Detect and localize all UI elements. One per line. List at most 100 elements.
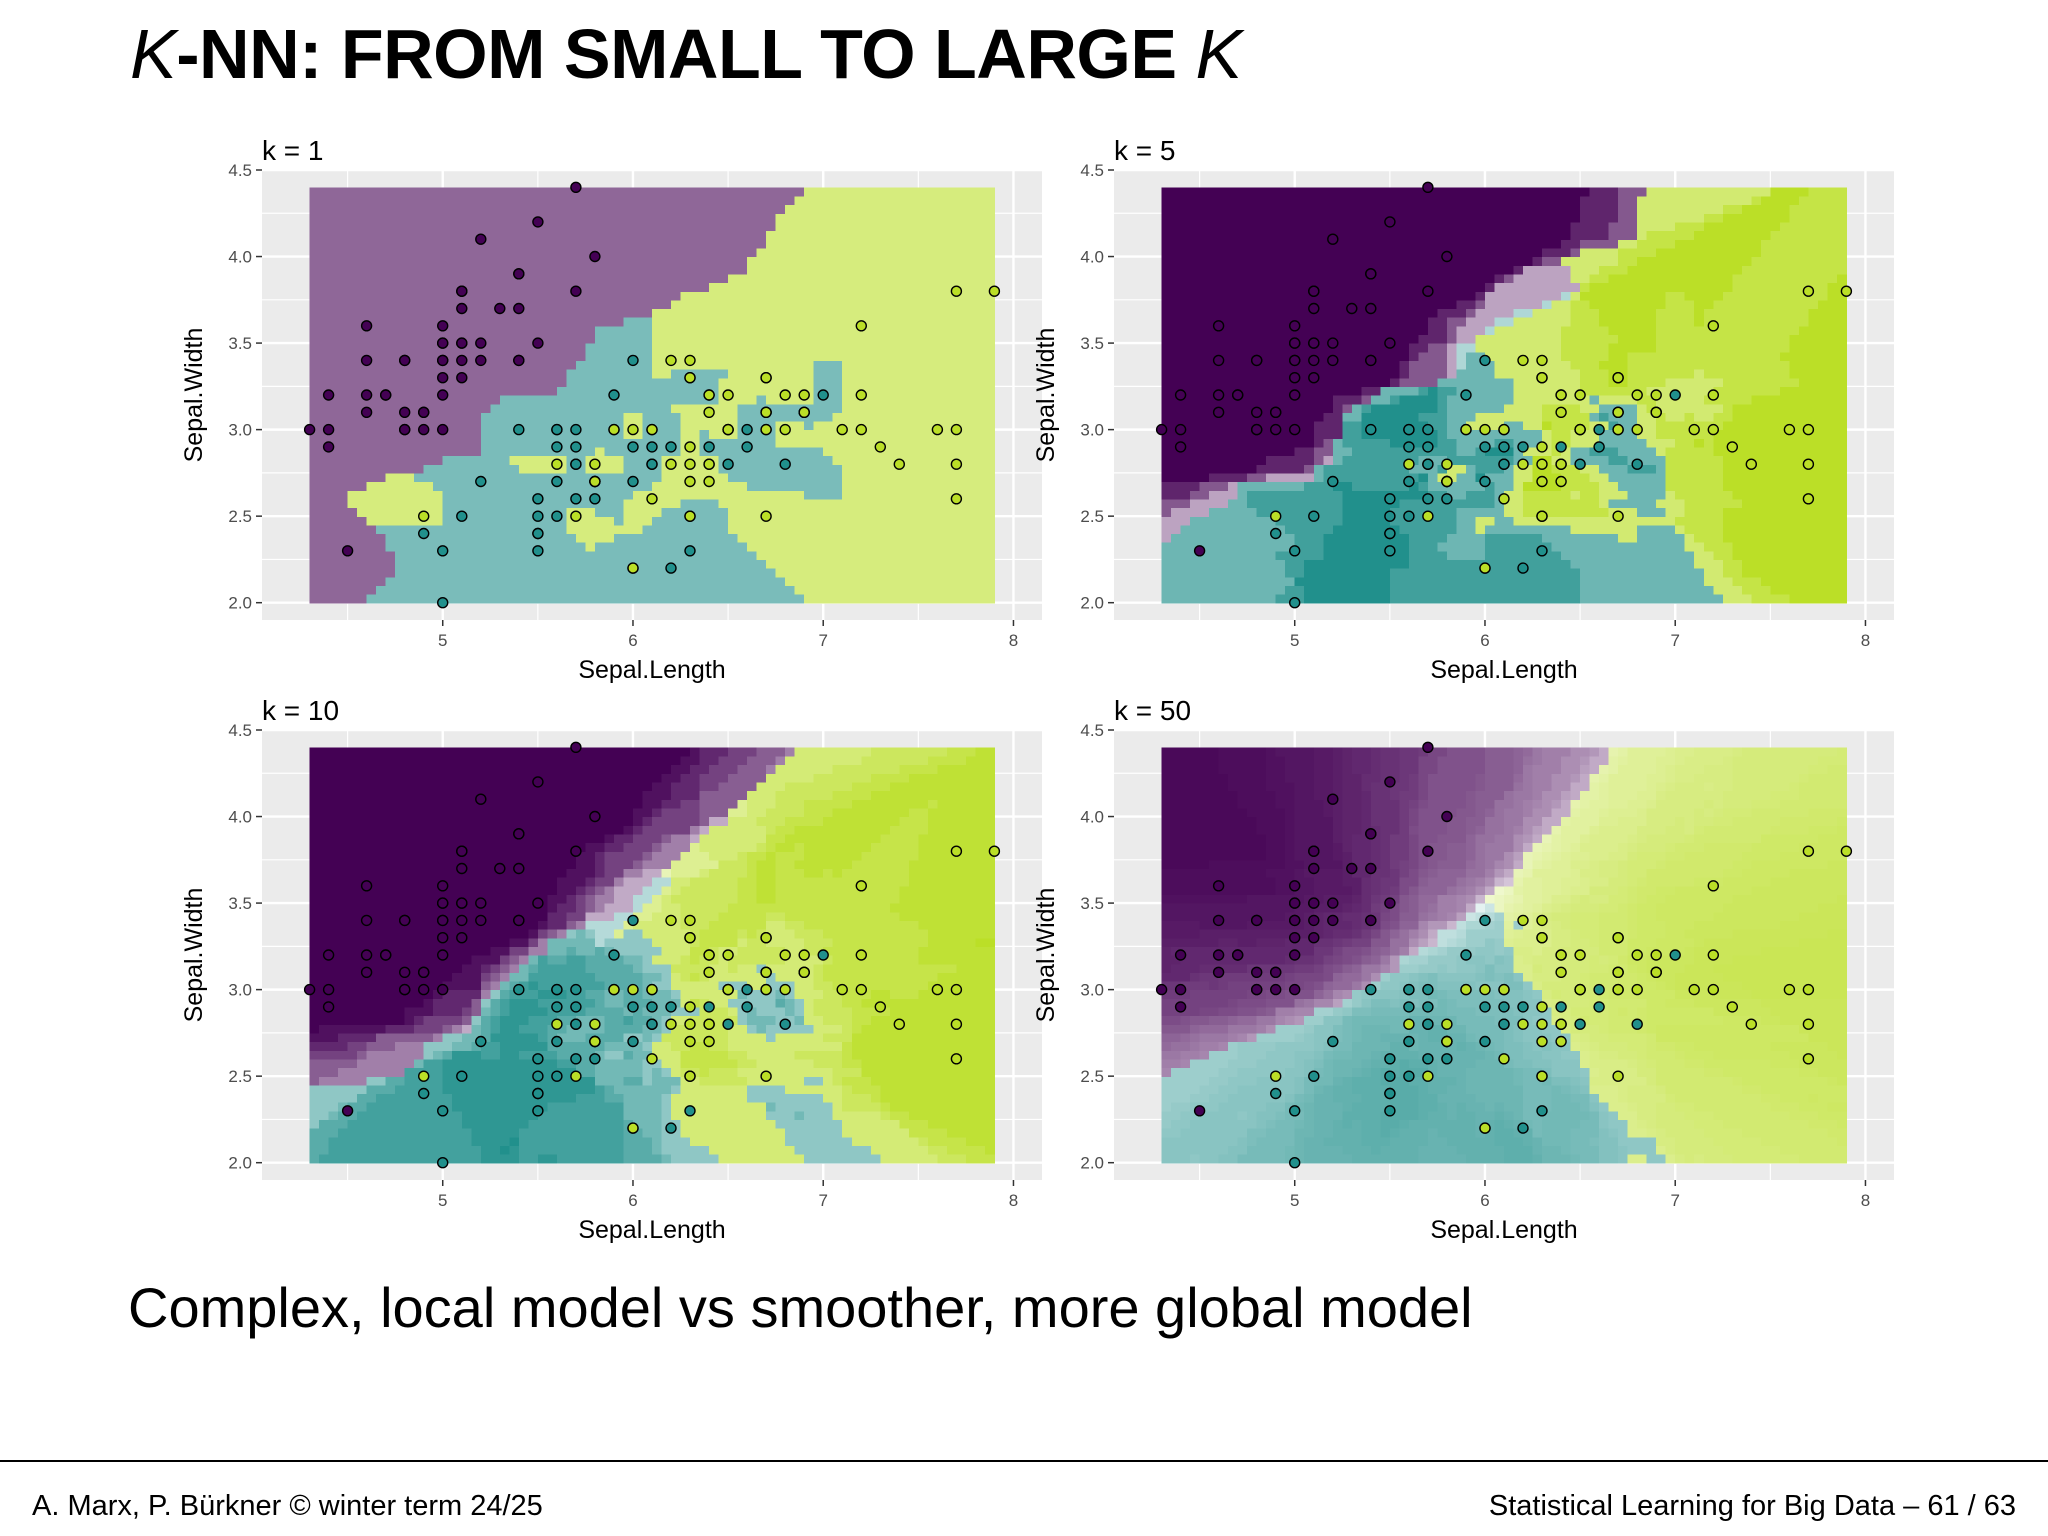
scatter-point (950, 845, 963, 857)
knn-plot-k50: 5 6 7 8 2.0 2.5 3.0 3.5 4.0 4.5 Sepal.Length Sepal.… (1022, 690, 1912, 1250)
scatter-point (1802, 1053, 1815, 1065)
scatter-point (1422, 285, 1434, 297)
scatter-point (437, 423, 449, 436)
scatter-point (417, 1087, 430, 1100)
scatter-point (950, 1053, 963, 1065)
scatter-point (437, 354, 449, 367)
scatter-point (1289, 1157, 1301, 1169)
scatter-point (760, 1070, 772, 1082)
scatter-point (417, 983, 430, 996)
slide-title: K-NN: FROM SMALL TO LARGE K (130, 14, 1242, 94)
scatter-point (950, 1018, 963, 1030)
scatter-point (1612, 406, 1624, 418)
scatter-point (703, 1018, 715, 1030)
scatter-point (1612, 423, 1624, 436)
scatter-point (1384, 510, 1396, 522)
scatter-point (1289, 897, 1301, 909)
scatter-point (551, 1070, 563, 1082)
scatter-point (1422, 1053, 1434, 1065)
scatter-point (437, 371, 449, 384)
scatter-point (1612, 1070, 1624, 1082)
scatter-point (1231, 949, 1244, 961)
scatter-point (360, 914, 373, 927)
scatter-point (1422, 441, 1434, 453)
y-tick-label: 3.5 (228, 894, 252, 913)
scatter-point (1327, 914, 1339, 927)
scatter-point (988, 845, 1001, 857)
scatter-point (798, 966, 810, 978)
axes: 5 6 7 8 2.0 2.5 3.0 3.5 4.0 4.5 (228, 721, 1018, 1210)
scatter-point (1631, 458, 1643, 470)
scatter-point (1269, 1070, 1282, 1082)
scatter-point (1517, 441, 1529, 453)
scatter-point (417, 1070, 430, 1082)
scatter-point (1365, 828, 1377, 840)
scatter-point (437, 389, 449, 401)
scatter-point (1403, 441, 1415, 453)
scatter-point (1422, 458, 1434, 470)
scatter-point (1536, 1035, 1548, 1048)
scatter-point (741, 983, 753, 996)
x-axis-title: Sepal.Length (1430, 1216, 1577, 1244)
scatter-point (322, 983, 335, 996)
slide-subtitle: Complex, local model vs smoother, more g… (128, 1276, 1473, 1339)
scatter-point (684, 1070, 696, 1082)
scatter-point (437, 1105, 449, 1117)
scatter-point (456, 897, 468, 909)
scatter-point (1441, 250, 1453, 263)
scatter-point (1498, 423, 1510, 436)
scatter-point (551, 983, 563, 996)
plot-title: k = 10 (262, 695, 339, 726)
scatter-point (360, 880, 373, 892)
scatter-point (570, 845, 582, 857)
scatter-point (722, 423, 734, 436)
x-tick-label: 5 (1290, 1191, 1299, 1210)
scatter-point (1289, 371, 1301, 384)
scatter-point (722, 983, 734, 996)
scatter-point (836, 423, 848, 436)
scatter-point (1422, 845, 1434, 857)
scatter-point (437, 880, 449, 892)
scatter-point (874, 441, 886, 453)
scatter-point (437, 545, 449, 557)
scatter-point (398, 423, 411, 436)
scatter-point (950, 423, 963, 436)
scatter-point (1441, 1018, 1453, 1030)
axes: 5 6 7 8 2.0 2.5 3.0 3.5 4.0 4.5 (228, 161, 1018, 650)
scatter-point (1327, 793, 1339, 805)
scatter-point (1346, 862, 1358, 875)
scatter-point (1536, 1001, 1548, 1013)
x-tick-label: 6 (1480, 1191, 1489, 1210)
scatter-point (779, 423, 791, 436)
scatter-point (1802, 983, 1815, 996)
scatter-point (456, 354, 468, 367)
scatter-point (398, 914, 411, 927)
scatter-point (1250, 406, 1263, 418)
scatter-point (570, 1018, 582, 1030)
scatter-point (798, 406, 810, 418)
decision-region (309, 187, 996, 604)
data-points (1155, 181, 1853, 609)
scatter-point (532, 897, 544, 909)
scatter-point (1212, 320, 1225, 332)
scatter-point (684, 545, 696, 557)
data-points (303, 181, 1001, 609)
scatter-point (360, 354, 373, 367)
scatter-point (1422, 983, 1434, 996)
scatter-point (1555, 949, 1567, 961)
scatter-point (360, 949, 373, 961)
scatter-point (1650, 949, 1662, 961)
scatter-point (1631, 949, 1643, 961)
scatter-point (779, 983, 791, 996)
scatter-point (456, 285, 468, 297)
scatter-point (1555, 475, 1567, 488)
scatter-point (551, 423, 563, 436)
scatter-point (1612, 983, 1624, 996)
scatter-point (1479, 1035, 1491, 1048)
scatter-point (532, 527, 544, 540)
scatter-point (1536, 441, 1548, 453)
scatter-point (1289, 949, 1301, 961)
scatter-point (722, 1018, 734, 1030)
scatter-point (1802, 1018, 1815, 1030)
scatter-point (360, 966, 373, 978)
